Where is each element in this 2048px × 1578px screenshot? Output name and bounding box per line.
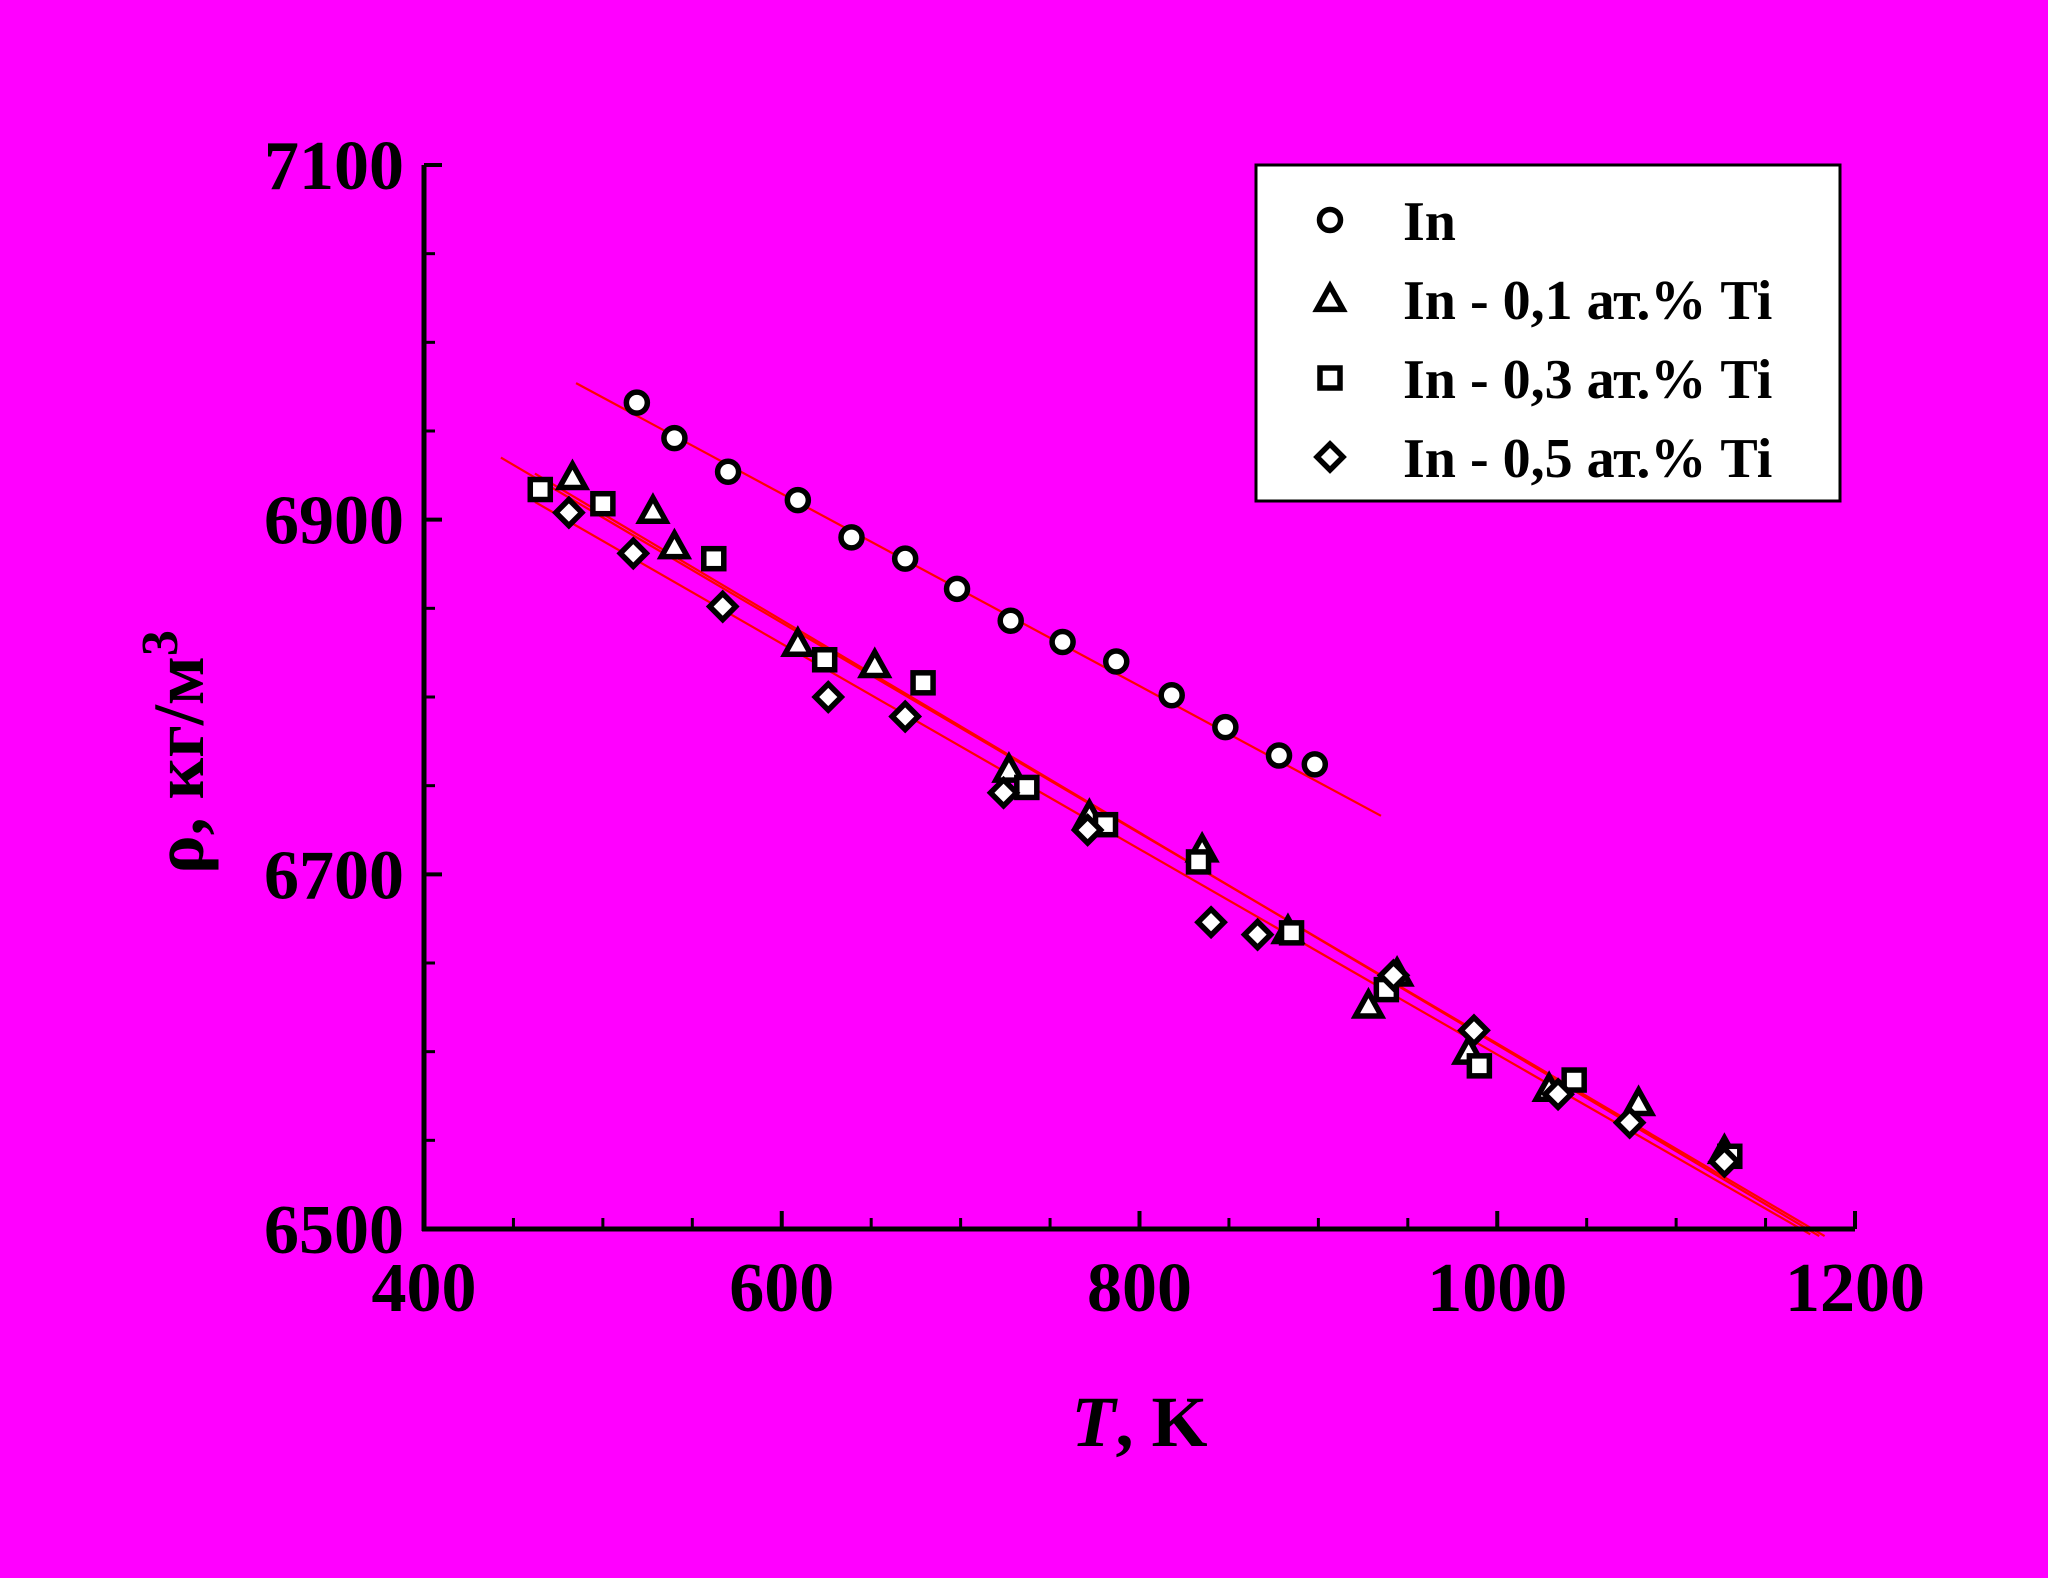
data-point-s1-10 [1102,648,1130,675]
data-point-s4-5 [888,699,923,734]
data-point-s2-4 [780,625,816,657]
x-tick-label: 600 [729,1250,834,1327]
data-point-s4-4 [811,680,846,714]
data-point-s3-4 [811,647,838,673]
y-axis-title: ρ, кг/м3 [132,630,219,874]
series-3 [527,476,1743,1170]
series-4 [551,495,1742,1179]
fit-line-series-3 [500,456,1826,1238]
data-point-s3-2 [590,490,616,517]
data-point-s3-11 [1466,1053,1493,1079]
legend-marker-square [1317,365,1343,391]
data-point-s1-4 [784,486,812,514]
legend-label-3: In - 0,3 ат.% Ti [1403,349,1772,411]
axes: 400 600 800 1000 1200 6500 6700 6900 7100 [264,128,1925,1327]
data-point-s4-12 [1541,1077,1575,1112]
data-point-s1-12 [1212,713,1239,741]
legend-marker-triangle [1312,280,1348,313]
y-tick-label: 6900 [264,483,404,560]
data-point-s4-7 [1070,813,1105,847]
axis-titles: T, K ρ, кг/м3 [132,630,1208,1462]
data-point-s2-6 [991,751,1027,783]
data-point-s4-8 [1194,905,1228,940]
data-point-s1-7 [943,575,971,603]
data-point-s4-10 [1376,958,1411,993]
series-1 [623,389,1329,778]
data-point-s4-2 [616,536,651,571]
y-axis-title-superscript: 3 [132,630,189,656]
x-axis-title-symbol: T [1072,1382,1119,1462]
data-point-s3-9 [1278,920,1305,946]
x-tick-label: 1200 [1785,1250,1925,1327]
y-tick-label: 6500 [264,1192,404,1269]
data-point-s2-14 [1620,1084,1657,1117]
data-point-s1-14 [1301,751,1329,778]
fit-line-series-4 [534,500,1811,1236]
data-point-s3-5 [910,670,936,696]
data-point-s1-3 [714,458,742,486]
y-tick-label: 7100 [264,128,404,205]
data-point-s1-6 [891,545,919,572]
data-point-s4-14 [1707,1144,1742,1179]
data-point-s1-1 [623,389,651,416]
data-point-s1-8 [997,607,1024,634]
y-tick-label: 6700 [264,837,404,914]
x-axis-title-unit: , K [1115,1382,1207,1462]
x-tick-label: 800 [1087,1250,1192,1327]
data-point-s4-9 [1240,917,1275,952]
data-point-s1-9 [1049,628,1076,656]
x-axis-title: T, K [1072,1382,1208,1462]
legend-label-2: In - 0,1 ат.% Ti [1403,270,1772,332]
legend-marker-diamond [1313,440,1347,474]
data-point-s4-11 [1457,1013,1491,1048]
data-point-s1-11 [1158,681,1185,709]
legend-box [1254,163,1842,503]
data-point-s1-13 [1265,742,1293,769]
data-point-s2-3 [656,527,693,560]
data-point-s4-13 [1612,1105,1647,1140]
data-point-s2-5 [857,646,893,679]
data-points [527,389,1743,1179]
y-axis-title-text: ρ, кг/м [139,656,219,874]
series-2 [554,458,1743,1165]
data-point-s1-5 [838,524,865,551]
data-point-s4-1 [551,495,586,530]
data-point-s2-1 [554,458,591,491]
fit-line-series-1 [575,382,1382,817]
x-tick-label: 1000 [1427,1250,1567,1327]
data-point-s2-2 [635,492,671,524]
data-point-s2-10 [1350,986,1387,1019]
legend-label-4: In - 0,5 ат.% Ti [1403,428,1772,490]
legend-label-1: In [1403,191,1456,253]
data-point-s3-12 [1561,1067,1587,1093]
legend-marker-circle [1316,206,1344,234]
data-point-s3-3 [701,545,727,572]
data-point-s4-3 [705,589,740,624]
data-point-s1-2 [661,424,688,452]
x-tick-label: 400 [372,1250,477,1327]
legend: In In - 0,1 ат.% Ti In - 0,3 ат.% Ti In - 0… [1254,163,1842,503]
fit-lines [500,382,1826,1238]
data-point-s3-8 [1185,849,1212,875]
data-point-s3-1 [527,476,554,503]
data-point-s3-6 [1014,774,1040,801]
data-point-s4-6 [986,775,1021,810]
